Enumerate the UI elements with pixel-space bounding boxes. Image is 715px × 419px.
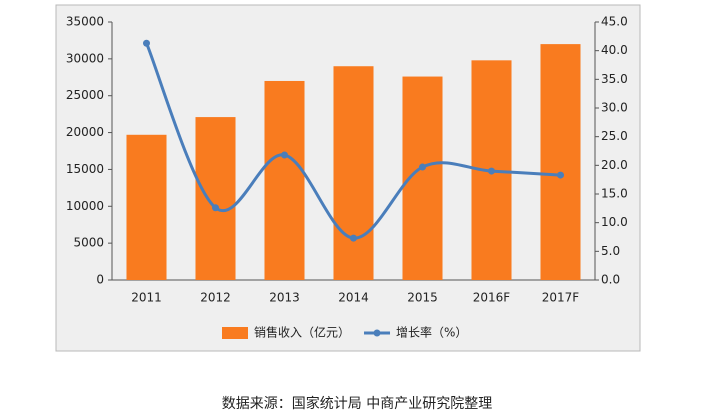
x-tick-label: 2011 [131,291,162,305]
y2-tick-label: 10.0 [601,215,628,229]
y-tick-label: 0 [96,273,104,287]
y-tick-label: 35000 [66,15,104,29]
y2-tick-label: 25.0 [601,129,628,143]
y-tick-label: 15000 [66,162,104,176]
y2-tick-label: 0.0 [601,273,620,287]
legend-label: 增长率（%） [396,325,467,340]
x-tick-label: 2014 [338,291,369,305]
y2-tick-label: 40.0 [601,43,628,57]
x-tick-label: 2012 [200,291,231,305]
bar [333,66,374,280]
y2-tick-label: 5.0 [601,244,620,258]
point [557,171,564,179]
y2-tick-label: 15.0 [601,187,628,201]
y-tick-label: 10000 [66,199,104,213]
legend-swatch [373,329,381,337]
point [143,39,150,47]
x-tick-label: 2013 [269,291,300,305]
y-tick-label: 5000 [73,236,104,250]
point [488,167,495,175]
bar [195,117,236,280]
y2-tick-label: 45.0 [601,15,628,29]
y-tick-label: 20000 [66,125,104,139]
bar [126,134,167,280]
point [350,234,357,242]
point [419,163,426,171]
point [281,151,288,159]
y-tick-label: 25000 [66,88,104,102]
y2-tick-label: 30.0 [601,101,628,115]
line [145,42,561,240]
y-tick-label: 30000 [66,51,104,65]
source-note: 数据来源：国家统计局 中商产业研究院整理 [222,395,492,412]
legend-label: 销售收入（亿元） [254,325,350,340]
point [212,204,219,212]
y2-tick-label: 20.0 [601,158,628,172]
legend-swatch [222,327,248,339]
x-tick-label: 2015 [407,291,438,305]
bar [264,80,305,280]
x-tick-label: 2017F [542,291,580,305]
y2-tick-label: 35.0 [601,72,628,86]
bar [540,44,581,280]
x-tick-label: 2016F [473,291,511,305]
